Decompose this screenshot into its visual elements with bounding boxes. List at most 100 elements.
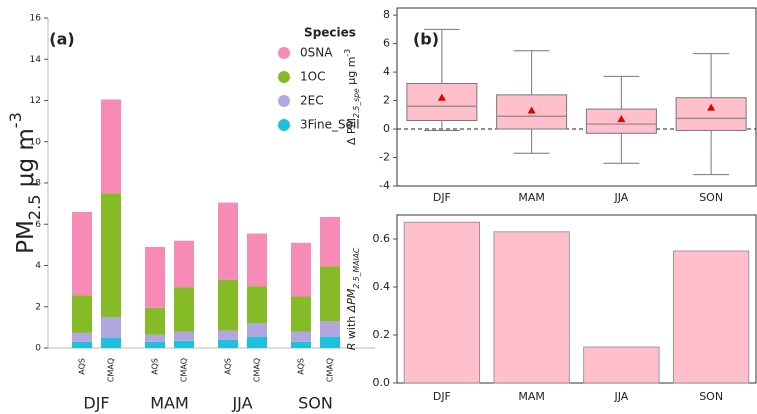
bar-segment [101,337,121,348]
bar-segment [320,266,340,322]
y-axis-label-part: μg m [345,57,358,89]
mean-marker [437,93,446,101]
bar-segment [291,296,311,332]
mean-marker [527,106,536,114]
y-axis-label: Δ PM2.5_spe μg m-3 [343,49,361,145]
bar-segment [174,287,194,332]
bar-segment [247,336,267,348]
bar-segment [174,340,194,348]
x-tick-label: JJA [613,390,628,403]
y-axis-label-part: 2.5_spe [352,88,361,118]
y-tick-label: 6 [383,37,390,50]
y-axis-label-part: with [345,312,358,342]
legend-label: 1OC [300,70,325,84]
bar-segment [145,307,165,335]
x-tick-label: CMAQ [253,358,262,382]
box [406,82,478,121]
y-tick-label: 4 [35,261,41,271]
y-tick-label: -4 [379,179,390,192]
x-tick-label: MAM [518,191,545,204]
bar [673,250,750,384]
x-tick-label: CMAQ [326,358,335,382]
legend-marker [278,119,290,131]
bar-segment [247,286,267,324]
y-axis-label-part: PM [13,220,39,254]
x-tick-label: CMAQ [107,358,116,382]
y-tick-label: 0 [35,344,41,354]
panel-label: (a) [49,30,74,49]
bar [403,221,480,384]
bar-segment [145,334,165,342]
y-tick-label: 0.2 [373,328,391,341]
y-tick-label: 0.4 [373,280,391,293]
y-axis-label-part: Δ PM [345,118,358,145]
bar-segment [291,331,311,342]
panel-label: (b) [413,30,439,49]
group-label: MAM [150,394,189,413]
mean-marker [707,103,716,111]
group-label: SON [298,394,333,413]
bar-segment [72,211,92,296]
legend-marker [278,71,290,83]
bar-segment [291,341,311,348]
bar-segment [320,217,340,267]
box [585,108,657,134]
bar [583,346,660,384]
y-axis-label-part: 2.5_MAIAC [352,247,361,288]
bar-segment [72,295,92,333]
x-tick-label: DJF [433,191,451,204]
bar-segment [145,246,165,308]
y-tick-label: -2 [379,151,390,164]
legend-marker [278,47,290,59]
y-tick-label: 2 [383,94,390,107]
plot-frame [396,7,757,187]
x-tick-label: AQS [297,358,306,375]
y-tick-label: 8 [383,8,390,21]
bar-segment [218,339,238,348]
legend-label: 2EC [300,94,324,108]
bar-segment [247,323,267,337]
y-axis-label-part: -3 [6,112,25,128]
x-tick-label: MAM [518,390,545,403]
y-axis-label: PM2.5 μg m-3 [6,112,44,254]
bar-segment [247,233,267,287]
bar-segment [320,321,340,337]
y-tick-label: 0 [383,122,390,135]
bar-segment [174,331,194,341]
y-tick-label: 12 [30,96,41,106]
bar-segment [101,317,121,338]
y-axis-label-part: ΔPM [345,288,358,313]
mean-marker [617,115,626,123]
bar-segment [218,279,238,331]
y-tick-label: 14 [30,55,42,65]
x-tick-label: AQS [78,358,87,375]
y-tick-label: 2 [35,302,41,312]
x-tick-label: JJA [613,191,628,204]
y-axis-label: R with ΔPM2.5_MAIAC [345,247,361,350]
plot-frame [396,214,757,384]
bar-segment [145,341,165,348]
group-label: DJF [83,394,109,413]
x-tick-label: CMAQ [180,358,189,382]
bar-segment [101,193,121,318]
y-axis-label-part: -3 [343,49,352,57]
x-tick-label: SON [699,191,723,204]
y-tick-label: 0.0 [373,376,391,389]
x-tick-label: AQS [224,358,233,375]
y-tick-label: 4 [383,65,390,78]
bar-segment [72,332,92,342]
legend-label: 3Fine_Soil [300,118,360,132]
group-label: JJA [231,394,252,413]
legend-title: Species [304,26,356,40]
y-axis-label-part: R [345,343,358,351]
y-tick-label: 10 [30,137,42,147]
bar-segment [174,240,194,288]
box [675,97,747,131]
y-axis-label-part: 2.5 [25,194,44,220]
bar-segment [218,330,238,340]
bar-segment [218,202,238,280]
bar-segment [291,242,311,297]
legend-marker [278,95,290,107]
y-tick-label: 16 [30,14,42,24]
